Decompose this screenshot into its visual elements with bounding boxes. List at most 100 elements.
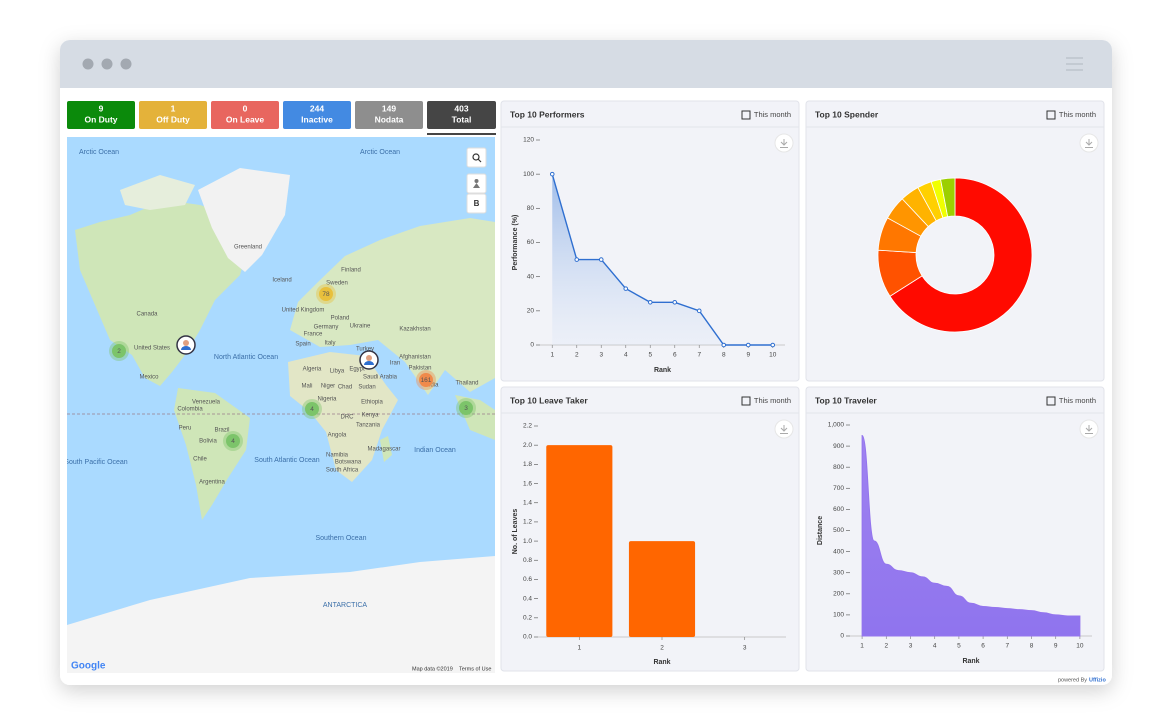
y-tick-label: 1,000	[828, 422, 845, 429]
cluster-marker[interactable]: 4	[302, 399, 322, 419]
country-label: Tanzania	[356, 423, 381, 429]
country-label: Poland	[331, 316, 350, 322]
zoom-button[interactable]	[466, 147, 487, 168]
download-icon	[780, 139, 788, 148]
country-label: Namibia	[326, 453, 349, 459]
pin[interactable]	[176, 335, 196, 355]
y-tick-label: 80	[527, 205, 535, 212]
y-tick-label: 0.8	[523, 557, 532, 564]
tile-indicator	[427, 133, 496, 135]
powered-brand[interactable]: Uffizio	[1089, 677, 1106, 683]
map[interactable]: Arctic Ocean Arctic Ocean Greenland Iceland…	[64, 137, 495, 673]
pin[interactable]	[359, 350, 379, 370]
land	[67, 556, 495, 673]
line-point	[745, 342, 751, 348]
x-tick-label: 1	[550, 352, 554, 359]
status-tile[interactable]	[67, 101, 135, 129]
cluster-marker[interactable]: 2	[109, 341, 129, 361]
y-axis-title: Performance (%)	[512, 215, 519, 271]
x-tick-label: 4	[933, 643, 937, 650]
chart-title: Top 10 Performers	[510, 109, 585, 119]
land	[198, 168, 290, 272]
country-label: Spain	[295, 342, 310, 348]
country-label: Chile	[193, 457, 207, 463]
chart-period[interactable]: This month	[1059, 396, 1096, 405]
country-label: United States	[134, 346, 170, 352]
line-point	[672, 299, 678, 305]
y-tick-label: 100	[523, 171, 534, 178]
cluster-count: 3	[464, 405, 468, 412]
cluster-marker[interactable]: 161	[416, 370, 436, 390]
status-tile[interactable]	[355, 101, 423, 129]
country-label: Mexico	[139, 375, 159, 381]
chart-period[interactable]: This month	[754, 110, 791, 119]
country-label: Mali	[301, 384, 312, 390]
x-tick-label: 3	[743, 645, 747, 652]
country-label: Finland	[341, 268, 361, 274]
y-tick-label: 100	[833, 612, 844, 619]
status-count: 9	[99, 103, 104, 113]
country-label: Sweden	[326, 281, 348, 287]
status-tile[interactable]	[427, 101, 496, 129]
country-label: Saudi Arabia	[363, 375, 398, 381]
country-label: Iran	[390, 361, 400, 367]
line-point	[770, 342, 776, 348]
bar	[546, 445, 613, 637]
cluster-marker[interactable]: 4	[223, 431, 243, 451]
country-label: Italy	[324, 341, 335, 347]
layer-button[interactable]	[466, 193, 487, 214]
country-label: Canada	[136, 312, 158, 318]
ocean-label: North Atlantic Ocean	[214, 354, 278, 361]
country-label: Algeria	[303, 367, 322, 373]
status-tile[interactable]	[139, 101, 207, 129]
country-label: Botswana	[335, 460, 362, 466]
cluster-marker[interactable]: 78	[316, 284, 336, 304]
map-attribution: Map data ©2019	[412, 665, 453, 672]
cluster-count: 4	[231, 438, 235, 445]
x-axis-title: Rank	[962, 658, 979, 665]
calendar-icon	[1046, 110, 1056, 120]
y-tick-label: 0.2	[523, 615, 532, 622]
bar	[628, 541, 696, 637]
x-tick-label: 5	[648, 352, 652, 359]
menu-icon[interactable]	[1066, 57, 1083, 71]
cluster-dot	[226, 434, 240, 448]
status-count: 403	[454, 103, 468, 113]
cluster-count: 4	[310, 406, 314, 413]
country-label: Kazakhstan	[399, 327, 430, 333]
y-tick-label: 2.0	[523, 442, 532, 449]
y-tick-label: 0	[840, 633, 844, 640]
country-label: South Africa	[326, 468, 359, 474]
area	[861, 435, 1081, 637]
chart-period[interactable]: This month	[754, 396, 791, 405]
status-tile[interactable]	[283, 101, 351, 129]
y-tick-label: 120	[523, 137, 534, 144]
map-brand: Google	[71, 661, 106, 672]
country-label: Argentina	[199, 480, 225, 486]
layer-button-label: B	[474, 199, 480, 208]
country-label: Niger	[321, 384, 335, 390]
calendar-icon	[1046, 396, 1056, 406]
country-label: France	[304, 332, 323, 338]
status-tile[interactable]	[211, 101, 279, 129]
line-point	[647, 299, 653, 305]
y-tick-label: 0.0	[523, 634, 532, 641]
x-axis-title: Rank	[654, 367, 671, 374]
chart-period[interactable]: This month	[1059, 110, 1096, 119]
cluster-count: 78	[322, 291, 330, 298]
line-point	[549, 171, 555, 177]
x-tick-label: 10	[1076, 643, 1084, 650]
x-tick-label: 1	[860, 643, 864, 650]
x-tick-label: 2	[884, 643, 888, 650]
x-tick-label: 5	[957, 643, 961, 650]
cluster-marker[interactable]: 3	[456, 398, 476, 418]
country-label: Bolivia	[199, 439, 217, 445]
country-label: Iceland	[272, 278, 291, 284]
country-label: Nigeria	[317, 397, 337, 403]
status-count: 244	[310, 103, 324, 113]
y-tick-label: 0.4	[523, 595, 532, 602]
status-label: On Leave	[226, 114, 265, 124]
map-terms[interactable]: Terms of Use	[459, 666, 491, 672]
x-tick-label: 1	[578, 645, 582, 652]
